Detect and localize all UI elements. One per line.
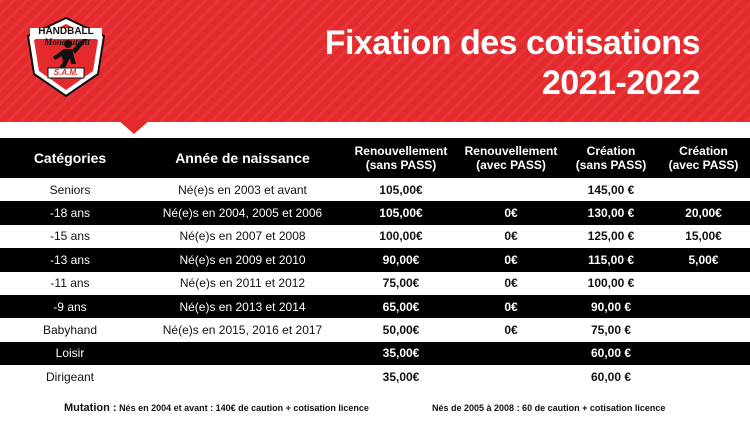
col-header-categories: Catégories [0,138,140,178]
cell-renewal-no-pass: 35,00€ [345,365,457,389]
table-row: -18 ans Né(e)s en 2004, 2005 et 2006 105… [0,201,750,225]
banner-notch [118,120,150,134]
cell-creation-no-pass: 60,00 € [565,341,657,366]
cell-birth-years: Né(e)s en 2011 et 2012 [140,271,345,295]
cell-renewal-with-pass [457,178,565,202]
cell-creation-with-pass: 15,00€ [657,224,750,249]
cell-creation-with-pass [657,365,750,389]
mutation-label: Mutation : [64,402,117,414]
cell-birth-years [140,365,345,389]
cell-creation-with-pass [657,294,750,319]
cell-renewal-with-pass: 0€ [457,224,565,249]
cell-category: Dirigeant [0,365,140,389]
cell-category: -15 ans [0,224,140,249]
page-subtitle-season: 2021-2022 [541,64,701,102]
header-banner [0,0,750,122]
cell-category: Babyhand [0,318,140,342]
cell-birth-years: Né(e)s en 2009 et 2010 [140,248,345,272]
cell-birth-years: Né(e)s en 2004, 2005 et 2006 [140,201,345,225]
mutation-text-1: Nés en 2004 et avant : 140€ de caution +… [119,403,369,413]
cell-renewal-no-pass: 100,00€ [345,224,457,249]
cell-renewal-with-pass: 0€ [457,248,565,272]
cell-creation-no-pass: 125,00 € [565,224,657,249]
cell-renewal-no-pass: 105,00€ [345,201,457,225]
cell-renewal-no-pass: 105,00€ [345,178,457,202]
cell-category: Seniors [0,178,140,202]
cell-renewal-no-pass: 75,00€ [345,271,457,295]
logo-text-bottom: S.A.M. [53,68,79,77]
logo-text-top: HANDBALL [38,26,94,37]
cell-creation-with-pass: 5,00€ [657,248,750,272]
col-header-creation-with-pass: Création (avec PASS) [657,138,750,178]
col-header-renewal-no-pass: Renouvellement (sans PASS) [345,138,457,178]
fees-table: Catégories Année de naissance Renouvelle… [0,138,750,389]
cell-renewal-no-pass: 35,00€ [345,341,457,366]
logo-text-script: Moncoutant [44,37,90,47]
cell-category: Loisir [0,341,140,366]
cell-creation-with-pass [657,341,750,366]
cell-creation-no-pass: 130,00 € [565,201,657,225]
table-row: Loisir 35,00€ 60,00 € [0,341,750,366]
cell-category: -18 ans [0,201,140,225]
table-row: -13 ans Né(e)s en 2009 et 2010 90,00€ 0€… [0,248,750,272]
col-header-renewal-with-pass: Renouvellement (avec PASS) [457,138,565,178]
mutation-text-2: Nés de 2005 à 2008 : 60 de caution + cot… [432,403,666,413]
cell-creation-no-pass: 90,00 € [565,294,657,319]
cell-birth-years: Né(e)s en 2013 et 2014 [140,294,345,319]
cell-creation-no-pass: 75,00 € [565,318,657,342]
cell-renewal-with-pass: 0€ [457,201,565,225]
cell-birth-years [140,341,345,366]
cell-birth-years: Né(e)s en 2015, 2016 et 2017 [140,318,345,342]
cell-category: -9 ans [0,294,140,319]
table-row: Seniors Né(e)s en 2003 et avant 105,00€ … [0,178,750,202]
cell-category: -11 ans [0,271,140,295]
cell-renewal-with-pass [457,365,565,389]
cell-creation-no-pass: 145,00 € [565,178,657,202]
table-row: -15 ans Né(e)s en 2007 et 2008 100,00€ 0… [0,224,750,249]
club-logo: HANDBALL Moncoutant S.A.M. [24,14,108,100]
table-row: -9 ans Né(e)s en 2013 et 2014 65,00€ 0€ … [0,294,750,319]
cell-renewal-with-pass [457,341,565,366]
col-header-creation-no-pass: Création (sans PASS) [565,138,657,178]
cell-renewal-with-pass: 0€ [457,294,565,319]
cell-renewal-no-pass: 50,00€ [345,318,457,342]
table-row: Babyhand Né(e)s en 2015, 2016 et 2017 50… [0,318,750,342]
cell-creation-with-pass: 20,00€ [657,201,750,225]
cell-renewal-no-pass: 65,00€ [345,294,457,319]
footer-mutation-note: Mutation : Nés en 2004 et avant : 140€ d… [0,402,750,418]
cell-creation-with-pass [657,271,750,295]
cell-creation-no-pass: 60,00 € [565,365,657,389]
cell-category: -13 ans [0,248,140,272]
table-row: -11 ans Né(e)s en 2011 et 2012 75,00€ 0€… [0,271,750,295]
table-row: Dirigeant 35,00€ 60,00 € [0,365,750,389]
cell-birth-years: Né(e)s en 2003 et avant [140,178,345,202]
col-header-birth-year: Année de naissance [140,138,345,178]
cell-birth-years: Né(e)s en 2007 et 2008 [140,224,345,249]
page-title: Fixation des cotisations [324,24,701,62]
cell-renewal-no-pass: 90,00€ [345,248,457,272]
table-header-row: Catégories Année de naissance Renouvelle… [0,138,750,178]
cell-creation-no-pass: 115,00 € [565,248,657,272]
cell-creation-with-pass [657,318,750,342]
mutation-note-1: Mutation : Nés en 2004 et avant : 140€ d… [64,402,369,414]
cell-creation-with-pass [657,178,750,202]
cell-renewal-with-pass: 0€ [457,318,565,342]
cell-renewal-with-pass: 0€ [457,271,565,295]
cell-creation-no-pass: 100,00 € [565,271,657,295]
